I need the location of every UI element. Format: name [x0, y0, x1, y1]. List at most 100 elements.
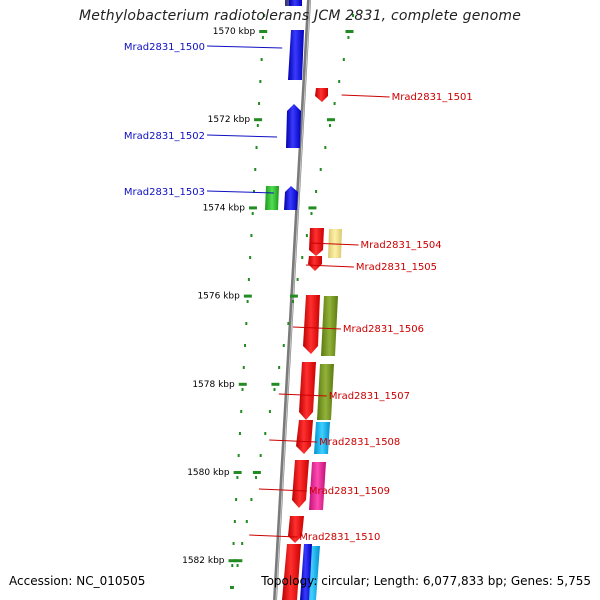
kbp-ticks: 1570 kbp 1572 kbp 1574 kbp 1576 kbp 1578 kbp…: [182, 27, 354, 566]
guide-dot-outer: [273, 388, 276, 391]
genes-label: Genes:: [510, 574, 553, 588]
gene-arrow-bottom-red: [282, 544, 301, 600]
gene-leader-line: [305, 264, 354, 268]
guide-dot-outer: [347, 36, 350, 39]
tick-mark-inner: [238, 382, 247, 386]
guide-dot-outer: [268, 410, 271, 413]
guide-dot-inner: [254, 168, 257, 171]
gene-arrow-top: [289, 0, 302, 6]
guide-dot-inner: [249, 256, 252, 259]
guide-dot-inner: [230, 586, 233, 589]
guide-dot-outer: [342, 58, 345, 61]
guide-dot-inner: [258, 102, 261, 105]
tick-mark-outer: [308, 206, 317, 210]
guide-dot-inner: [232, 542, 235, 545]
guide-dot-outer: [324, 146, 327, 149]
gene-leader-line: [310, 242, 359, 246]
guide-dot-outer: [245, 520, 248, 523]
guide-dot-inner: [251, 212, 254, 215]
guide-dot-outer: [301, 256, 304, 259]
guide-dot-outer: [296, 278, 299, 281]
gene-label: Mrad2831_1507: [329, 391, 410, 402]
gene-label: Mrad2831_1509: [309, 486, 390, 497]
gene-arrow-1502: [286, 104, 301, 148]
gene-arrow-1505: [308, 256, 322, 271]
accession-info: Accession: NC_010505: [9, 574, 145, 588]
gene-arrow-1506: [303, 295, 320, 354]
gene-arrow-1508: [296, 420, 313, 454]
guide-dot-outer: [315, 190, 318, 193]
gene-leader-line: [249, 534, 298, 538]
guide-dot-inner: [247, 278, 250, 281]
topology-value: circular;: [321, 574, 370, 588]
guide-dot-inner: [252, 190, 255, 193]
gene-label: Mrad2831_1510: [299, 532, 380, 543]
tick-mark-outer: [289, 294, 298, 298]
gene-leader-line: [258, 488, 307, 492]
guide-dot-outer: [292, 300, 294, 303]
guide-dot-inner: [250, 234, 253, 237]
topology-label: Topology:: [261, 574, 318, 588]
guide-dot-outer: [338, 80, 341, 83]
guide-dot-outer: [259, 454, 262, 457]
guide-dot-inner: [237, 454, 240, 457]
guide-dot-outer: [333, 102, 336, 105]
tick-label: 1576 kbp: [197, 292, 240, 302]
guide-dot-outer: [310, 212, 313, 215]
accession-value: NC_010505: [76, 574, 146, 588]
guide-dot-inner: [242, 366, 245, 369]
gene-label: Mrad2831_1503: [124, 187, 205, 198]
gene-leader-line: [269, 439, 318, 443]
tick-mark-inner: [228, 559, 237, 563]
guide-dot-outer: [305, 234, 308, 237]
guide-dot-inner: [231, 564, 234, 567]
gene-label: Mrad2831_1504: [361, 240, 442, 251]
feature-1508-cyan: [314, 422, 330, 454]
guide-dot-outer: [231, 586, 234, 589]
track-guides: [230, 14, 355, 589]
guide-dot-inner: [245, 322, 248, 325]
length-value: 6,077,833 bp;: [422, 574, 508, 588]
gene-arrow-1507: [299, 362, 316, 420]
gene-arrow-1503: [284, 186, 298, 210]
genome-stats: Topology: circular; Length: 6,077,833 bp…: [261, 574, 591, 588]
tick-mark-outer: [271, 382, 280, 386]
gene-label: Mrad2831_1508: [319, 437, 400, 448]
guide-dot-outer: [264, 432, 267, 435]
tick-mark-outer: [326, 118, 335, 122]
gene-labels: Mrad2831_1500 Mrad2831_1501 Mrad2831_1502 M…: [124, 42, 473, 543]
tick-mark-inner: [233, 471, 242, 474]
tick-label: 1580 kbp: [187, 468, 230, 478]
feature-1503-green: [265, 186, 279, 210]
length-label: Length:: [373, 574, 420, 588]
tick-label: 1574 kbp: [203, 203, 246, 213]
gene-arrow-1509: [292, 460, 309, 508]
tick-mark-outer: [234, 559, 243, 563]
guide-dot-inner: [255, 146, 258, 149]
gene-label: Mrad2831_1500: [124, 42, 205, 53]
guide-dot-inner: [260, 58, 263, 61]
accession-label: Accession:: [9, 574, 73, 588]
feature-1506-olive: [321, 296, 338, 356]
guide-dot-outer: [278, 366, 281, 369]
tick-label: 1572 kbp: [208, 115, 251, 125]
guide-dot-inner: [235, 498, 238, 501]
guide-dot-inner: [246, 300, 249, 303]
guide-dot-inner: [233, 520, 236, 523]
gene-label: Mrad2831_1501: [392, 92, 473, 103]
feature-1504-yellow: [328, 229, 342, 258]
gene-arrow-1510: [288, 516, 304, 543]
gene-arrow-bottom-blue: [300, 544, 312, 600]
feature-1509-pink: [309, 462, 326, 510]
guide-dot-inner: [238, 432, 241, 435]
guide-dot-inner: [256, 124, 259, 127]
gene-leader-line: [206, 190, 274, 194]
guide-dot-outer: [255, 476, 258, 479]
guide-dot-inner: [263, 14, 266, 17]
tick-label: 1582 kbp: [182, 556, 225, 566]
gene-leader-line: [206, 45, 283, 49]
guide-dot-outer: [236, 564, 239, 567]
guide-dot-outer: [250, 498, 253, 501]
tick-mark-inner: [248, 206, 257, 210]
